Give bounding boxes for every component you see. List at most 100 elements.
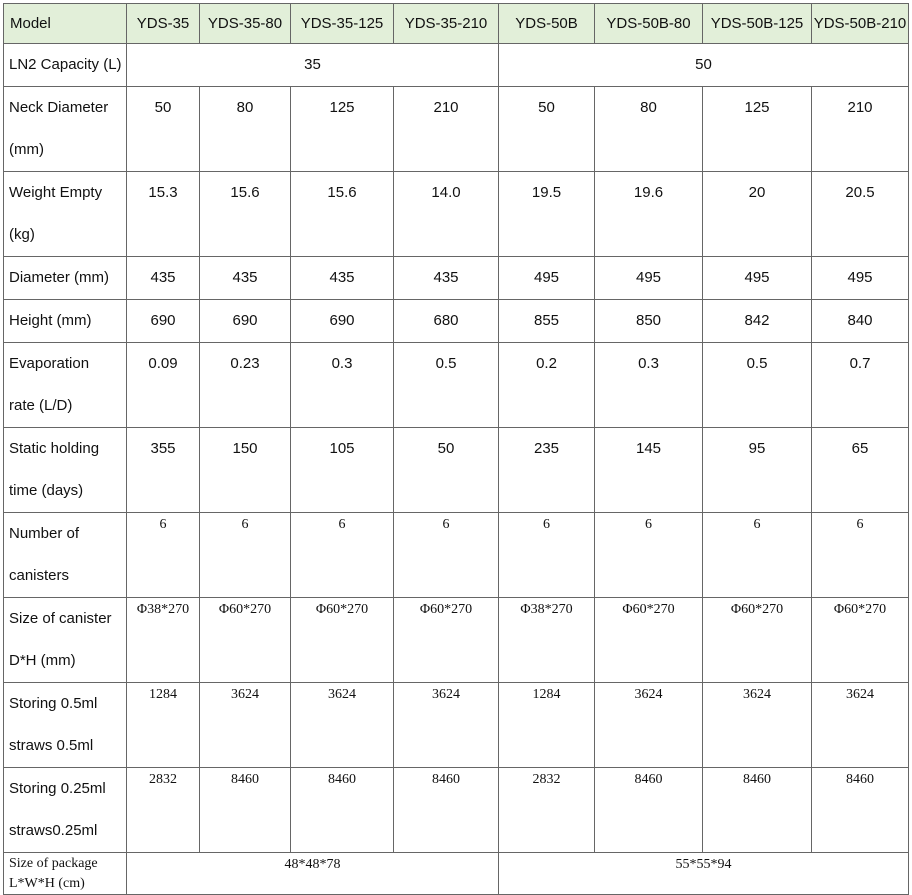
label-line: Size of package [9, 856, 98, 871]
value-cell: 435 [126, 256, 200, 300]
value-cell: 0.2 [498, 342, 595, 428]
value-cell: 50 [498, 86, 595, 172]
row-label: Number of canisters [3, 512, 127, 598]
table-row: Evaporation rate (L/D) 0.09 0.23 0.3 0.5 0.2 0.… [3, 342, 909, 428]
value-cell: Φ60*270 [393, 597, 499, 683]
value-cell: 0.09 [126, 342, 200, 428]
label-line: Neck Diameter [9, 99, 109, 116]
value-cell: 435 [393, 256, 499, 300]
value-cell: 495 [702, 256, 812, 300]
value-cell: 48*48*78 [126, 852, 499, 895]
value-cell: 8460 [393, 767, 499, 853]
row-label: Height (mm) [3, 299, 127, 343]
value-cell: 210 [811, 86, 909, 172]
value-cell: 15.6 [290, 171, 394, 257]
value-cell: 20.5 [811, 171, 909, 257]
value-cell: 50 [498, 43, 909, 87]
table-body: Model YDS-35 YDS-35-80 YDS-35-125 YDS-35-210… [3, 3, 909, 895]
value-cell: 8460 [811, 767, 909, 853]
value-cell: 850 [594, 299, 703, 343]
row-label: Evaporation rate (L/D) [3, 342, 127, 428]
row-label: Storing 0.25ml straws0.25ml [3, 767, 127, 853]
value-cell: Φ60*270 [702, 597, 812, 683]
value-cell: 0.5 [393, 342, 499, 428]
value-cell: 80 [199, 86, 291, 172]
label-line: Height (mm) [9, 312, 92, 329]
value-cell: 20 [702, 171, 812, 257]
label-line: Static holding [9, 440, 100, 457]
row-label: Size of canister D*H (mm) [3, 597, 127, 683]
table-row: Height (mm) 690 690 690 680 855 850 842 840 [3, 299, 909, 343]
row-label: Diameter (mm) [3, 256, 127, 300]
value-cell: 0.23 [199, 342, 291, 428]
value-cell: 6 [290, 512, 394, 598]
value-cell: 3624 [393, 682, 499, 768]
value-cell: 3624 [811, 682, 909, 768]
value-cell: 495 [811, 256, 909, 300]
row-label: Weight Empty (kg) [3, 171, 127, 257]
header-cell: YDS-50B-80 [594, 3, 703, 44]
header-cell: YDS-50B [498, 3, 595, 44]
label-line: Size of canister [9, 610, 112, 627]
value-cell: 65 [811, 427, 909, 513]
value-cell: 842 [702, 299, 812, 343]
label-line: straws0.25ml [9, 822, 98, 839]
value-cell: 14.0 [393, 171, 499, 257]
value-cell: 8460 [702, 767, 812, 853]
value-cell: 495 [594, 256, 703, 300]
table-row: Neck Diameter (mm) 50 80 125 210 50 80 125 210 [3, 86, 909, 172]
value-cell: 35 [126, 43, 499, 87]
value-cell: 855 [498, 299, 595, 343]
value-cell: 0.7 [811, 342, 909, 428]
value-cell: Φ60*270 [290, 597, 394, 683]
value-cell: Φ38*270 [498, 597, 595, 683]
header-cell: YDS-50B-210 [811, 3, 909, 44]
value-cell: 690 [126, 299, 200, 343]
value-cell: 1284 [498, 682, 595, 768]
value-cell: 6 [702, 512, 812, 598]
row-label: Static holding time (days) [3, 427, 127, 513]
label-line: LN2 Capacity (L) [9, 56, 122, 73]
value-cell: 8460 [594, 767, 703, 853]
value-cell: 435 [290, 256, 394, 300]
value-cell: 355 [126, 427, 200, 513]
label-line: Storing 0.25ml [9, 780, 106, 797]
value-cell: 55*55*94 [498, 852, 909, 895]
value-cell: 3624 [290, 682, 394, 768]
value-cell: 2832 [126, 767, 200, 853]
value-cell: 680 [393, 299, 499, 343]
value-cell: 6 [498, 512, 595, 598]
value-cell: 6 [393, 512, 499, 598]
value-cell: Φ60*270 [594, 597, 703, 683]
table-row: Storing 0.25ml straws0.25ml 2832 8460 8460 84… [3, 767, 909, 853]
label-line: Number of [9, 525, 80, 542]
value-cell: 145 [594, 427, 703, 513]
table-row: Weight Empty (kg) 15.3 15.6 15.6 14.0 19.5 19.6… [3, 171, 909, 257]
label-line: canisters [9, 567, 70, 584]
table-row: Storing 0.5ml straws 0.5ml 1284 3624 3624 362… [3, 682, 909, 768]
label-line: (kg) [9, 226, 35, 243]
value-cell: 125 [290, 86, 394, 172]
value-cell: 235 [498, 427, 595, 513]
label-line: rate (L/D) [9, 397, 73, 414]
value-cell: Φ60*270 [811, 597, 909, 683]
value-cell: 690 [199, 299, 291, 343]
table-row: Static holding time (days) 355 150 105 50 235 1… [3, 427, 909, 513]
label-line: Weight Empty [9, 184, 103, 201]
value-cell: 495 [498, 256, 595, 300]
value-cell: 80 [594, 86, 703, 172]
row-label: Neck Diameter (mm) [3, 86, 127, 172]
value-cell: 3624 [594, 682, 703, 768]
value-cell: 95 [702, 427, 812, 513]
header-cell: YDS-35-210 [393, 3, 499, 44]
header-cell: Model [3, 3, 127, 44]
value-cell: Φ38*270 [126, 597, 200, 683]
label-line: time (days) [9, 482, 84, 499]
row-label: Size of package L*W*H (cm) [3, 852, 127, 895]
value-cell: 0.5 [702, 342, 812, 428]
value-cell: 15.6 [199, 171, 291, 257]
value-cell: 0.3 [594, 342, 703, 428]
value-cell: 6 [199, 512, 291, 598]
value-cell: 125 [702, 86, 812, 172]
table-row: Number of canisters 6 6 6 6 6 6 6 6 [3, 512, 909, 598]
